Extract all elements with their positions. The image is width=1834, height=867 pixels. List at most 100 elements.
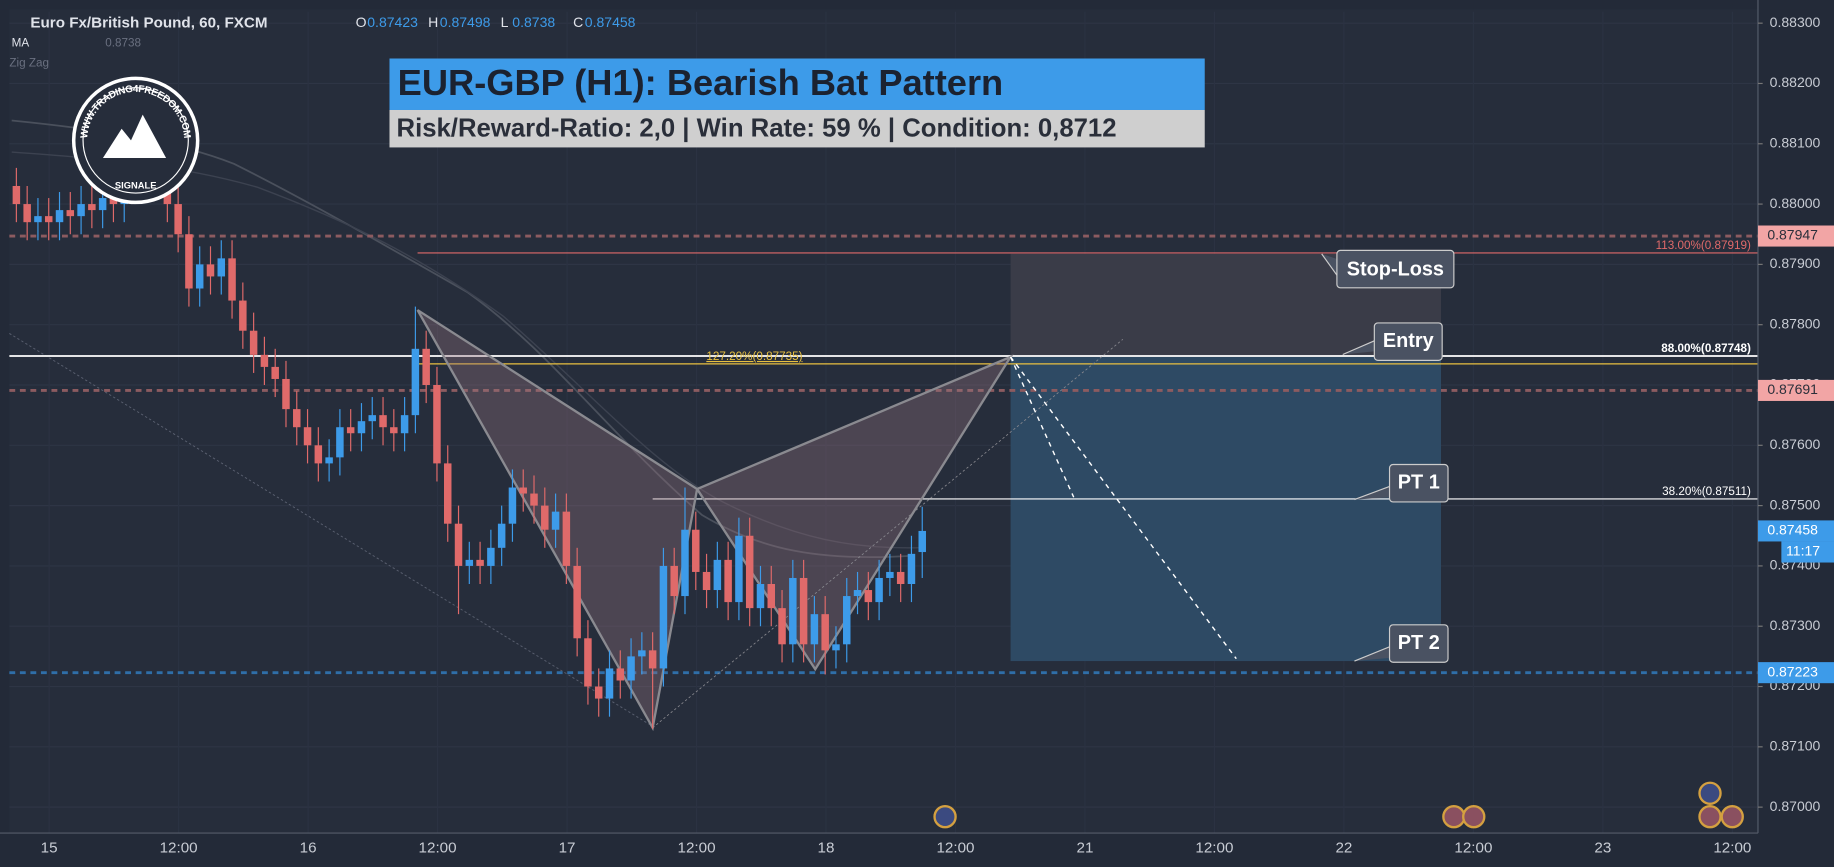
candle-body <box>66 210 75 217</box>
candle-body <box>702 571 711 591</box>
ohlc-value: 0.87458 <box>585 14 636 30</box>
fib-label: 38.20%(0.87511) <box>1662 485 1751 498</box>
x-tick-label: 16 <box>300 839 317 856</box>
candle-body <box>44 216 53 223</box>
y-tick-label: 0.88100 <box>1770 134 1821 150</box>
candle-body <box>648 650 657 669</box>
candle-body <box>853 590 862 597</box>
candle-body <box>724 559 732 603</box>
candle-body <box>778 608 786 645</box>
candle-body <box>109 198 118 205</box>
logo-sub: SIGNALE <box>115 181 157 191</box>
candle-body <box>12 185 21 205</box>
candle-body <box>487 547 495 566</box>
candle-body <box>745 535 754 609</box>
ohlc-label: O <box>356 14 367 30</box>
axes: 0.88300 0.88200 0.88100 0.88000 0.87900 0.878… <box>41 14 1834 856</box>
candle-body <box>789 577 797 645</box>
indicator: Zig Zag <box>9 56 49 69</box>
x-tick-label: 21 <box>1077 839 1094 856</box>
candle-body <box>713 559 722 591</box>
candle-body <box>336 427 344 458</box>
y-tick-label: 0.87900 <box>1770 255 1821 271</box>
candle-body <box>379 415 387 428</box>
price-label-box <box>1757 379 1834 401</box>
callout: PT 2 <box>1354 624 1449 663</box>
candle-body <box>357 421 366 434</box>
candle-body <box>670 565 678 597</box>
indicator-value: 0.8738 <box>105 36 141 49</box>
arrow <box>1009 356 1075 498</box>
price-label: 0.87947 <box>1767 227 1818 243</box>
candle-body <box>681 529 689 597</box>
y-tick-label: 0.87100 <box>1770 738 1821 754</box>
callout-text: PT 2 <box>1398 632 1440 654</box>
fib-label: 127.20%(0.87735) <box>706 350 802 363</box>
x-tick-label: 12:00 <box>160 839 198 856</box>
x-tick-label: 12:00 <box>419 839 457 856</box>
levels: 113.00%(0.87919) 88.00%(0.87748) 127.20%(0… <box>9 234 1758 675</box>
candle-body <box>541 505 549 530</box>
candle-body <box>584 638 592 687</box>
y-tick-label: 0.88200 <box>1770 74 1821 90</box>
candle-body <box>519 487 527 494</box>
candle-body <box>422 348 430 385</box>
y-tick-label: 0.87600 <box>1770 436 1821 452</box>
candle-body <box>195 264 204 289</box>
candle-body <box>821 614 829 651</box>
candle-body <box>454 523 463 566</box>
subtitle: Risk/Reward-Ratio: 2,0 | Win Rate: 59 % … <box>397 115 1117 143</box>
candle-body <box>875 577 883 603</box>
candle-body <box>497 523 506 548</box>
price-label: 0.87458 <box>1767 522 1818 538</box>
subtitle-box <box>389 109 1205 148</box>
candle-body <box>476 559 484 566</box>
candle-body <box>23 204 31 223</box>
x-tick-label: 12:00 <box>936 839 974 856</box>
candle-body <box>692 529 700 572</box>
candle-body <box>88 204 96 211</box>
x-tick-label: 15 <box>41 839 58 856</box>
candle-body <box>443 463 452 524</box>
callout-text: PT 1 <box>1398 471 1440 493</box>
candle-body <box>864 590 873 603</box>
candle-body <box>390 427 398 434</box>
candle-body <box>896 571 905 585</box>
candle-body <box>573 565 581 639</box>
candle-body <box>886 571 894 578</box>
price-label: 0.87223 <box>1767 663 1818 679</box>
price-label-box <box>1757 520 1834 542</box>
candle-body <box>34 216 42 223</box>
candle-body <box>465 559 474 566</box>
candle-body <box>260 354 269 367</box>
candle-body <box>508 487 517 524</box>
candle-body <box>314 445 323 464</box>
x-tick-label: 17 <box>559 839 576 856</box>
candle-body <box>918 530 926 553</box>
candle-body <box>616 668 625 681</box>
symbol: Euro Fx/British Pound, 60, FXCM <box>30 14 267 31</box>
event-icons <box>933 781 1744 829</box>
candle-body <box>756 584 765 609</box>
price-label: 0.87691 <box>1767 381 1818 397</box>
x-tick-label: 12:00 <box>1454 839 1492 856</box>
candle-body <box>594 686 603 699</box>
pattern-ac <box>652 338 1124 729</box>
candle-body <box>325 457 333 464</box>
candle-body <box>810 614 819 645</box>
ohlc-value: 0.8738 <box>512 14 555 30</box>
callout: Stop-Loss <box>1321 249 1455 289</box>
fib-label: 88.00%(0.87748) <box>1661 342 1751 355</box>
candle-body <box>185 234 193 289</box>
y-tick-label: 0.87300 <box>1770 617 1821 633</box>
candle-body <box>530 493 538 506</box>
candle-body <box>239 300 247 331</box>
candle-body <box>271 366 279 379</box>
candle-body <box>249 330 258 355</box>
ohlc-value: 0.87498 <box>440 14 491 30</box>
candle-body <box>346 427 355 434</box>
y-tick-label: 0.88000 <box>1770 195 1821 211</box>
grid <box>9 11 1758 834</box>
